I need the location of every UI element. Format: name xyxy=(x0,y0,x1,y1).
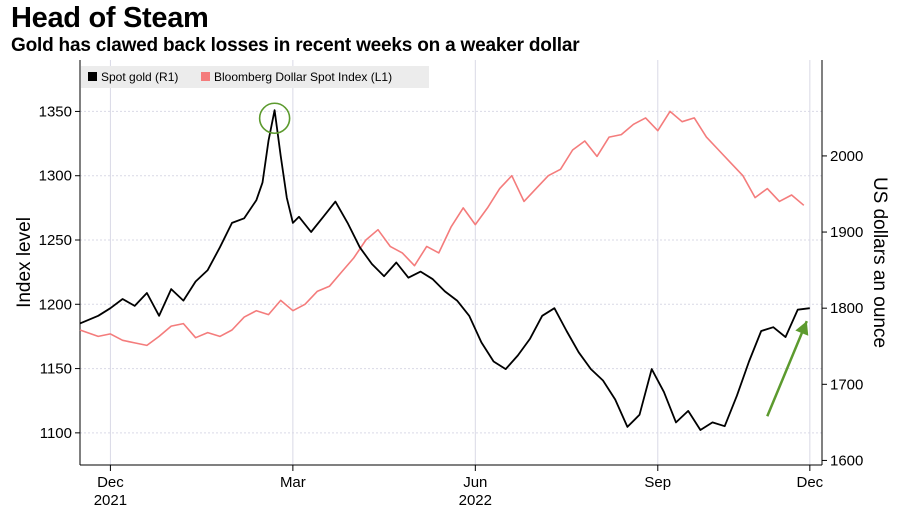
left-tick-label: 1300 xyxy=(39,168,72,185)
right-tick-label: 1900 xyxy=(830,224,863,241)
x-tick-label: Mar xyxy=(280,474,306,491)
legend-box xyxy=(81,66,429,88)
trend-arrow-icon xyxy=(766,320,808,417)
right-tick-label: 1600 xyxy=(830,452,863,469)
x-tick-label: Dec xyxy=(97,474,124,491)
left-tick-label: 1350 xyxy=(39,103,72,120)
legend-swatch-gold xyxy=(88,72,97,81)
left-tick-label: 1100 xyxy=(40,425,72,442)
x-tick-label: Dec xyxy=(796,474,823,491)
right-tick-label: 1800 xyxy=(830,300,863,317)
chart-subtitle: Gold has clawed back losses in recent we… xyxy=(11,35,580,56)
trend-arrowhead-icon xyxy=(795,321,809,336)
x-tick-year-label: 2022 xyxy=(459,492,492,509)
peak-highlight-circle xyxy=(258,102,291,135)
x-tick-label: Jun xyxy=(463,474,487,491)
legend-swatch-dollar xyxy=(201,72,210,81)
legend-label-dollar: Bloomberg Dollar Spot Index (L1) xyxy=(214,70,392,84)
legend-label-gold: Spot gold (R1) xyxy=(101,70,178,84)
left-axis-label: Index level xyxy=(14,217,35,308)
left-tick-label: 1200 xyxy=(39,296,72,313)
right-axis-label: US dollars an ounce xyxy=(869,177,890,348)
dollar-index-series-line xyxy=(79,110,805,347)
x-tick-label: Sep xyxy=(644,474,671,491)
right-tick-label: 2000 xyxy=(830,148,863,165)
spot-gold-series-line xyxy=(79,109,810,431)
left-tick-label: 1150 xyxy=(40,361,72,378)
x-tick-year-label: 2021 xyxy=(94,492,127,509)
chart-title: Head of Steam xyxy=(11,2,209,34)
left-tick-label: 1250 xyxy=(39,232,72,249)
right-tick-label: 1700 xyxy=(830,376,863,393)
